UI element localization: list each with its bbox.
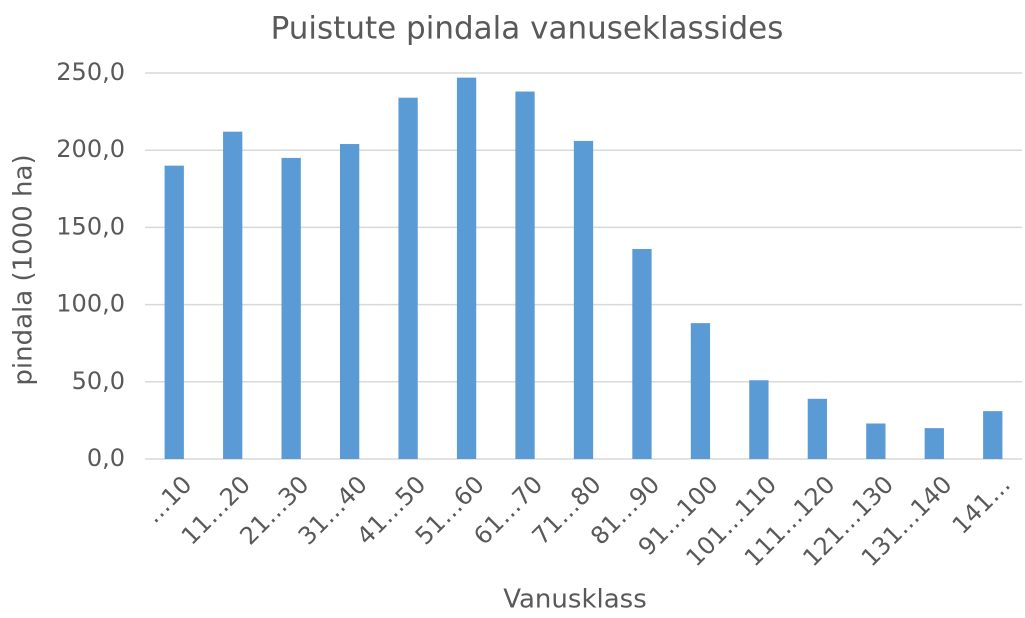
- bar: [281, 157, 301, 460]
- y-tick-label: 50,0: [72, 367, 125, 395]
- bar: [807, 398, 828, 459]
- bar: [924, 428, 944, 459]
- y-tick-label: 100,0: [56, 290, 125, 318]
- bar: [456, 77, 477, 459]
- bar: [164, 165, 184, 459]
- bar: [749, 380, 769, 459]
- y-tick-label: 200,0: [56, 135, 125, 163]
- chart-title: Puistute pindala vanuseklassides: [271, 11, 784, 47]
- bar: [983, 411, 1003, 459]
- bar: [573, 140, 594, 459]
- y-tick-label: 250,0: [56, 58, 125, 86]
- bar: [339, 144, 360, 460]
- bar: [398, 97, 418, 459]
- bar: [866, 423, 886, 459]
- bar: [515, 91, 535, 459]
- y-axis-label: pindala (1000 ha): [9, 154, 39, 385]
- bar: [690, 323, 711, 459]
- y-tick-label: 0,0: [87, 444, 125, 472]
- bar: [632, 249, 652, 459]
- y-tick-label: 150,0: [56, 212, 125, 240]
- x-tick-label: 141…: [947, 470, 1016, 539]
- bar: [223, 131, 243, 459]
- x-axis-label: Vanusklass: [503, 585, 647, 615]
